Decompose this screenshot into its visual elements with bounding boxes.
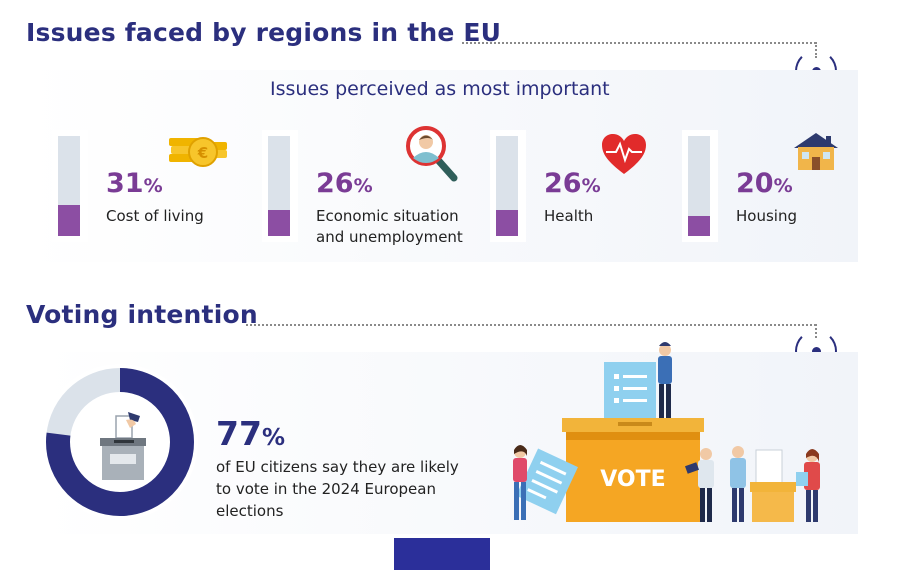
issue-bar-fill [268,210,290,236]
house-icon [794,133,838,170]
issue-percentage-unit: % [773,175,793,197]
voting-description-line: elections [216,502,284,520]
issue-bar-health [490,130,526,242]
issue-label: Housing [736,206,797,227]
issue-label-line: Economic situation [316,207,459,225]
issue-percentage-number: 26 [544,168,582,199]
issue-label-line: and unemployment [316,228,463,246]
issue-bar-housing [682,130,718,242]
title-dotted-line [246,324,816,326]
svg-text:€: € [197,144,208,162]
issue-label-line: Health [544,207,594,225]
issue-percentage: 31% [106,168,163,199]
issue-label: Cost of living [106,206,204,227]
issue-bar-cost-of-living [52,130,88,242]
heart-pulse-icon [602,134,646,174]
issue-percentage: 26% [316,168,373,199]
issue-percentage-unit: % [581,175,601,197]
issue-bar-economic-situation [262,130,298,242]
issue-percentage-number: 31 [106,168,144,199]
euro-coins-icon: € [169,137,227,167]
donut-value-arc [46,368,194,516]
ballot-box-icon [100,412,146,480]
voting-description: of EU citizens say they are likely to vo… [216,456,496,522]
issue-percentage: 26% [544,168,601,199]
voting-description-line: to vote in the 2024 European [216,480,436,498]
voting-percentage-number: 77 [216,414,262,453]
voting-percentage: 77% [216,414,285,453]
issue-percentage-number: 20 [736,168,774,199]
issue-percentage-number: 26 [316,168,354,199]
vote-word: VOTE [600,467,665,492]
voting-section-title: Voting intention [26,300,258,329]
issue-bar-fill [496,210,518,236]
title-dotted-line [462,42,816,44]
footer-tab [394,538,490,570]
issue-percentage-unit: % [353,175,373,197]
voting-illustration: VOTE [513,342,820,522]
issue-percentage-unit: % [143,175,163,197]
issue-label: Health [544,206,593,227]
issues-subtitle: Issues perceived as most important [270,78,610,100]
issue-percentage: 20% [736,168,793,199]
issue-label-line: Housing [736,207,797,225]
issue-label-line: Cost of living [106,207,204,225]
issue-label: Economic situation and unemployment [316,206,463,248]
magnifier-person-icon [406,126,458,182]
voting-description-line: of EU citizens say they are likely [216,458,459,476]
issues-section-title: Issues faced by regions in the EU [26,18,502,47]
issue-bar-fill [688,216,710,236]
voting-percentage-unit: % [261,425,285,451]
issue-bar-fill [58,205,80,236]
